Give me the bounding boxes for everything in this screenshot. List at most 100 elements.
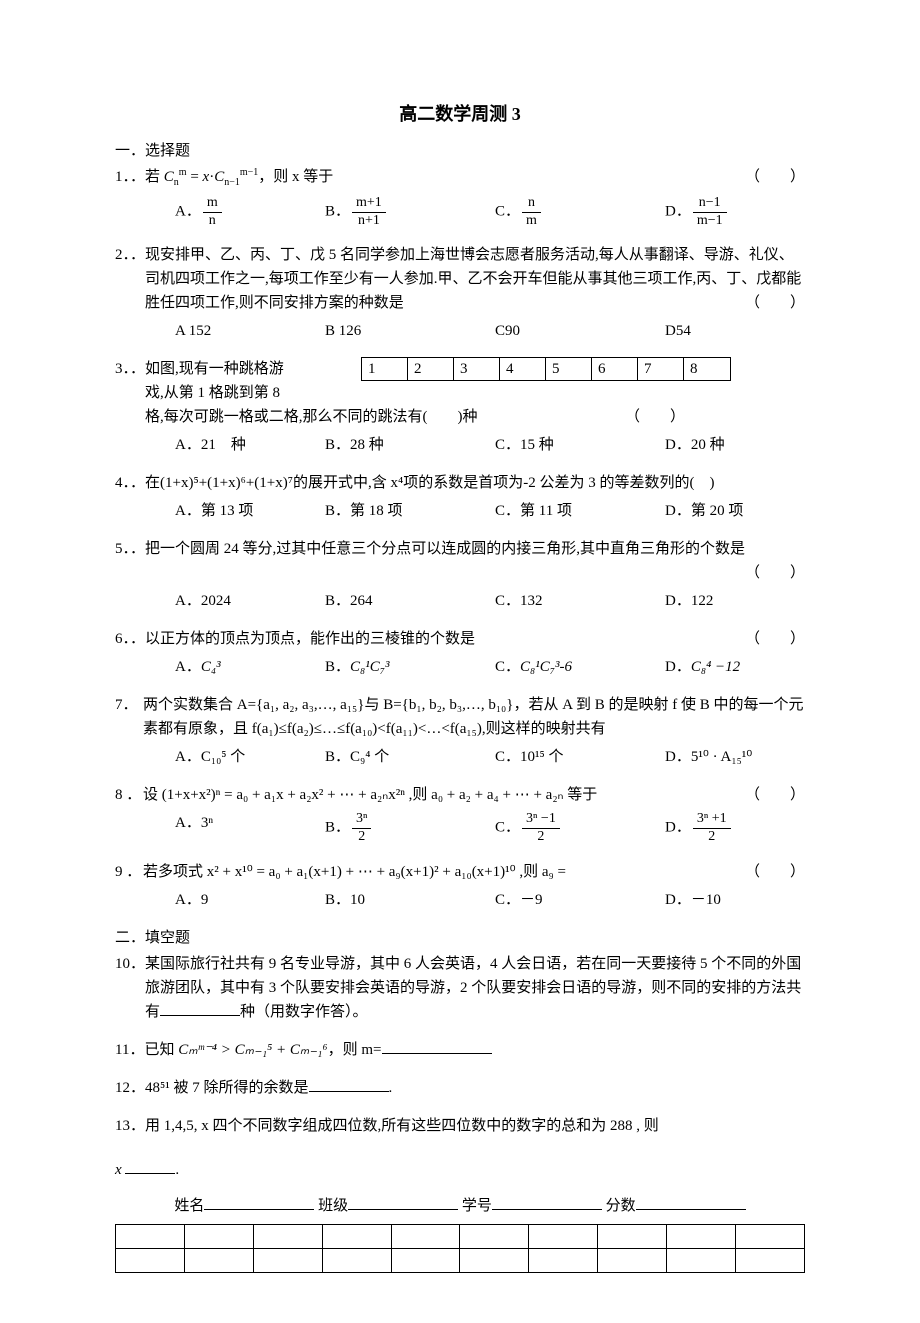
q1-opt-a: A．mn <box>175 195 325 230</box>
q8-text: 设 (1+x+x²)ⁿ = a₀ + a₁x + a₂x² + ⋯ + a₂ₙx… <box>143 787 597 803</box>
q8-num: 8 ． <box>115 783 143 807</box>
question-7: 7． 两个实数集合 A={a₁, a₂, a₃,…, a₁₅}与 B={b₁, … <box>115 693 805 769</box>
q3-opt-d: D．20 种 <box>665 433 805 457</box>
q7-text: 两个实数集合 A={a₁, a₂, a₃,…, a₁₅}与 B={b₁, b₂,… <box>143 693 805 741</box>
q6-opt-a: A．C₄³ <box>175 655 325 679</box>
page-title: 高二数学周测 3 <box>115 100 805 129</box>
q1-num: 1．． <box>115 165 145 189</box>
student-info-line: 姓名 班级 学号 分数 <box>115 1194 805 1218</box>
q1-opt-c: C．nm <box>495 195 665 230</box>
q13b-blank <box>125 1158 175 1174</box>
question-2: 2．． 现安排甲、乙、丙、丁、戊 5 名同学参加上海世博会志愿者服务活动,每人从… <box>115 243 805 343</box>
q8-opt-c: C．3ⁿ −12 <box>495 811 665 846</box>
q13-text: 用 1,4,5, x 四个不同数字组成四位数,所有这些四位数中的数字的总和为 2… <box>145 1114 805 1138</box>
q2-opt-d: D54 <box>665 319 805 343</box>
q11-text: 已知 Cₘᵐ⁻⁴ > Cₘ₋₁⁵ + Cₘ₋₁⁶，则 m= <box>144 1038 805 1062</box>
q6-opt-d: D．C₈⁴ −12 <box>665 655 805 679</box>
q10-blank <box>160 1000 240 1016</box>
question-3: 3．． 如图,现有一种跳格游 戏,从第 1 格跳到第 8 12345678 格,… <box>115 357 805 457</box>
question-1: 1．． 若 Cnm = x·Cn−1m−1，则 x 等于 （ ） A．mn B．… <box>115 165 805 230</box>
question-11: 11． 已知 Cₘᵐ⁻⁴ > Cₘ₋₁⁵ + Cₘ₋₁⁶，则 m= <box>115 1038 805 1062</box>
question-6: 6．． 以正方体的顶点为顶点，能作出的三棱锥的个数是 （ ） A．C₄³ B．C… <box>115 627 805 679</box>
q6-num: 6．． <box>115 627 145 651</box>
q7-opt-d: D．5¹⁰ · A₁₅¹⁰ <box>665 745 805 769</box>
q3-opt-a: A．21 种 <box>175 433 325 457</box>
q6-opt-b: B．C₈¹C₇³ <box>325 655 495 679</box>
answer-table <box>115 1224 805 1273</box>
q3-boxes: 12345678 <box>361 357 731 381</box>
q3-paren: （ ） <box>625 405 685 429</box>
q12-text: 48⁵¹ 被 7 除所得的余数是. <box>145 1076 805 1100</box>
q2-text: 现安排甲、乙、丙、丁、戊 5 名同学参加上海世博会志愿者服务活动,每人从事翻译、… <box>145 247 801 311</box>
q4-text: 在(1+x)⁵+(1+x)⁶+(1+x)⁷的展开式中,含 x⁴项的系数是首项为-… <box>145 471 805 495</box>
q1-opt-d: D．n−1m−1 <box>665 195 805 230</box>
q2-opt-c: C90 <box>495 319 665 343</box>
name-blank <box>204 1194 314 1210</box>
q9-text: 若多项式 x² + x¹⁰ = a₀ + a₁(x+1) + ⋯ + a₉(x+… <box>143 864 566 880</box>
q5-paren: （ ） <box>745 561 805 585</box>
q6-text: 以正方体的顶点为顶点，能作出的三棱锥的个数是 <box>145 631 475 647</box>
score-blank <box>636 1194 746 1210</box>
id-blank <box>492 1194 602 1210</box>
q13-num: 13． <box>115 1114 145 1138</box>
q4-opt-d: D．第 20 项 <box>665 499 805 523</box>
q8-opt-b: B．3ⁿ2 <box>325 811 495 846</box>
question-12: 12． 48⁵¹ 被 7 除所得的余数是. <box>115 1076 805 1100</box>
question-10: 10． 某国际旅行社共有 9 名专业导游，其中 6 人会英语，4 人会日语，若在… <box>115 952 805 1024</box>
q3-l1: 如图,现有一种跳格游 <box>145 357 355 381</box>
q1-text: 若 Cnm = x·Cn−1m−1，则 x 等于 <box>145 169 333 185</box>
q7-num: 7． <box>115 693 143 717</box>
q5-opt-a: A．2024 <box>175 589 325 613</box>
q5-opt-d: D．122 <box>665 589 805 613</box>
q7-opt-a: A．C₁₀⁵ 个 <box>175 745 325 769</box>
question-13b: x . <box>115 1158 805 1182</box>
q1-paren: （ ） <box>745 165 805 189</box>
q8-opt-d: D．3ⁿ +12 <box>665 811 805 846</box>
q3-opt-c: C．15 种 <box>495 433 665 457</box>
q6-paren: （ ） <box>745 627 805 651</box>
q9-paren: （ ） <box>745 860 805 884</box>
q4-opt-b: B．第 18 项 <box>325 499 495 523</box>
table-row <box>116 1248 805 1272</box>
question-8: 8 ． 设 (1+x+x²)ⁿ = a₀ + a₁x + a₂x² + ⋯ + … <box>115 783 805 846</box>
question-13: 13． 用 1,4,5, x 四个不同数字组成四位数,所有这些四位数中的数字的总… <box>115 1114 805 1138</box>
q12-blank <box>309 1076 389 1092</box>
q2-opt-b: B 126 <box>325 319 495 343</box>
q11-num: 11． <box>115 1038 144 1062</box>
q6-opt-c: C．C₈¹C₇³-6 <box>495 655 665 679</box>
q9-opt-a: A．9 <box>175 888 325 912</box>
table-row <box>116 1224 805 1248</box>
q7-opt-b: B．C₉⁴ 个 <box>325 745 495 769</box>
q8-paren: （ ） <box>745 783 805 807</box>
q4-opt-a: A．第 13 项 <box>175 499 325 523</box>
question-4: 4．． 在(1+x)⁵+(1+x)⁶+(1+x)⁷的展开式中,含 x⁴项的系数是… <box>115 471 805 523</box>
q11-blank <box>382 1038 492 1054</box>
q1-opt-b: B．m+1n+1 <box>325 195 495 230</box>
q9-opt-d: D．－10 <box>665 888 805 912</box>
q5-text: 把一个圆周 24 等分,过其中任意三个分点可以连成圆的内接三角形,其中直角三角形… <box>145 541 745 557</box>
q10-text: 某国际旅行社共有 9 名专业导游，其中 6 人会英语，4 人会日语，若在同一天要… <box>145 952 805 1024</box>
q2-paren: （ ） <box>745 291 805 315</box>
q4-opt-c: C．第 11 项 <box>495 499 665 523</box>
q3-l3: 格,每次可跳一格或二格,那么不同的跳法有( )种 <box>145 409 478 425</box>
question-5: 5．． 把一个圆周 24 等分,过其中任意三个分点可以连成圆的内接三角形,其中直… <box>115 537 805 613</box>
q8-opt-a: A．3ⁿ <box>175 811 325 846</box>
q3-num: 3．． <box>115 357 145 381</box>
q10-num: 10． <box>115 952 145 976</box>
q2-opt-a: A 152 <box>175 319 325 343</box>
q3-l2: 戏,从第 1 格跳到第 8 <box>145 381 355 405</box>
class-blank <box>348 1194 458 1210</box>
q2-num: 2．． <box>115 243 145 267</box>
q3-opt-b: B．28 种 <box>325 433 495 457</box>
section-1-header: 一．选择题 <box>115 139 805 163</box>
q5-num: 5．． <box>115 537 145 561</box>
section-2-header: 二．填空题 <box>115 926 805 950</box>
question-9: 9 ． 若多项式 x² + x¹⁰ = a₀ + a₁(x+1) + ⋯ + a… <box>115 860 805 912</box>
q4-num: 4．． <box>115 471 145 495</box>
q9-opt-c: C．－9 <box>495 888 665 912</box>
q5-opt-b: B．264 <box>325 589 495 613</box>
q9-opt-b: B．10 <box>325 888 495 912</box>
q12-num: 12． <box>115 1076 145 1100</box>
q7-opt-c: C．10¹⁵ 个 <box>495 745 665 769</box>
q9-num: 9 ． <box>115 860 143 884</box>
